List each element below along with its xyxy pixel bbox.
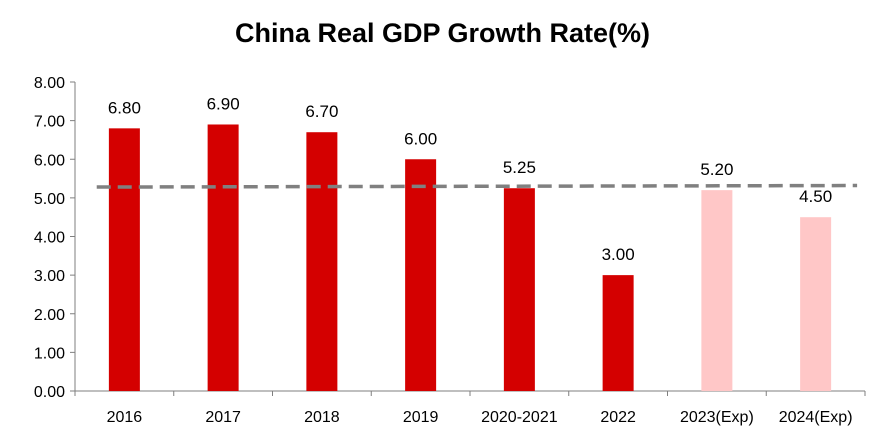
chart-title: China Real GDP Growth Rate(%) [234, 18, 651, 48]
y-axis: 0.00 1.00 2.00 3.00 4.00 5.00 6.00 7.00 8.00 [34, 75, 76, 401]
bars [108, 124, 832, 392]
x-tick-label: 2017 [205, 409, 241, 426]
trend-line [96, 183, 858, 189]
x-tick-label: 2016 [107, 409, 143, 426]
bar [602, 275, 634, 391]
bar [405, 159, 437, 391]
y-tick-label: 4.00 [34, 230, 65, 247]
y-tick-label: 7.00 [34, 114, 65, 131]
x-tick-label: 2018 [304, 409, 340, 426]
bar [306, 132, 338, 391]
data-label: 3.00 [602, 245, 635, 264]
data-label: 5.20 [700, 160, 733, 179]
data-label: 5.25 [503, 158, 536, 177]
x-tick-label: 2024(Exp) [779, 409, 853, 426]
data-label: 6.70 [305, 102, 338, 121]
y-tick-label: 5.00 [34, 191, 65, 208]
x-tick-label: 2020-2021 [481, 409, 558, 426]
y-tick-label: 2.00 [34, 307, 65, 324]
bar [800, 217, 832, 391]
y-tick-label: 0.00 [34, 384, 65, 401]
data-label: 4.50 [799, 187, 832, 206]
bar [503, 188, 535, 391]
x-tick-label: 2019 [403, 409, 439, 426]
x-axis: 2016 2017 2018 2019 2020-2021 2022 2023(Exp) 20… [74, 390, 866, 426]
y-tick-label: 8.00 [34, 75, 65, 92]
bar [207, 124, 239, 392]
y-tick-label: 3.00 [34, 268, 65, 285]
data-label: 6.00 [404, 129, 437, 148]
x-tick-label: 2022 [600, 409, 636, 426]
bar [701, 190, 733, 391]
data-label: 6.90 [207, 94, 240, 113]
bar [108, 128, 140, 391]
data-labels: 6.80 6.90 6.70 6.00 5.25 3.00 5.20 4.50 [108, 94, 832, 264]
data-label: 6.80 [108, 98, 141, 117]
y-tick-label: 1.00 [34, 345, 65, 362]
trend-line-group [96, 183, 858, 189]
x-tick-label: 2023(Exp) [680, 409, 754, 426]
y-tick-label: 6.00 [34, 152, 65, 169]
